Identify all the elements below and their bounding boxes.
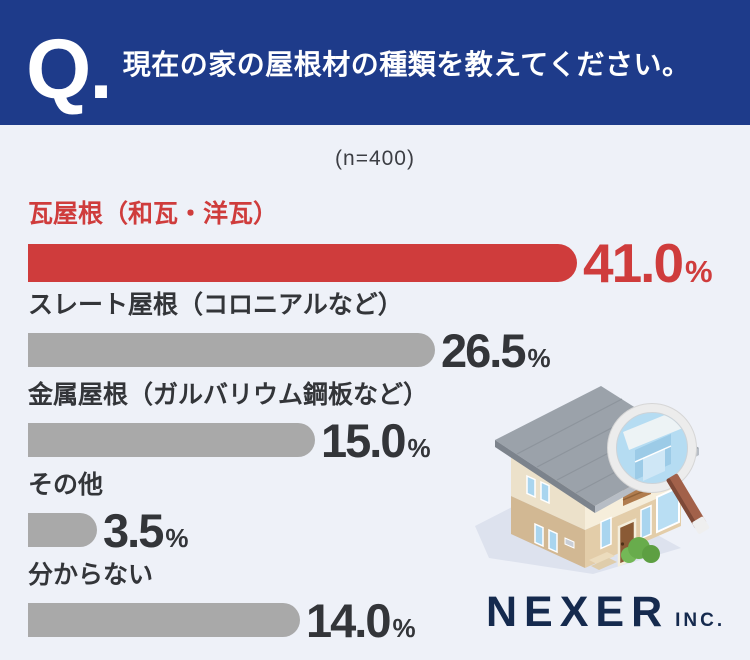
sample-size-label: (n=400): [335, 147, 415, 170]
bar-row-kawara: 瓦屋根（和瓦・洋瓦） 41.0 %: [28, 199, 728, 294]
question-header: Q. 現在の家の屋根材の種類を教えてください。: [0, 0, 750, 125]
question-title: 現在の家の屋根材の種類を教えてください。: [122, 48, 691, 80]
bar-row-metal: 金属屋根（ガルバリウム鋼板など） 15.0 %: [28, 380, 728, 467]
q-mark: Q.: [26, 21, 113, 116]
magnifying-glass: [607, 403, 710, 534]
bar-label: スレート屋根（コロニアルなど）: [28, 291, 403, 319]
bar-row-unknown: 分からない 14.0 %: [28, 560, 728, 647]
percent-sign: %: [685, 254, 713, 289]
bar-unknown: [28, 603, 300, 638]
bar-line: 3.5 %: [28, 504, 728, 557]
value-number: 15.0: [321, 414, 406, 467]
value-number: 3.5: [103, 504, 164, 557]
bar-value: 41.0 %: [583, 232, 713, 294]
bar-value: 3.5 %: [103, 504, 189, 557]
bar-line: 41.0 %: [28, 232, 728, 294]
bar-line: 26.5 %: [28, 324, 728, 377]
house-magnifier-illustration: [473, 376, 715, 574]
bar-line: 15.0 %: [28, 414, 728, 467]
percent-sign: %: [392, 613, 416, 643]
bar-value: 26.5 %: [441, 324, 551, 377]
bar-metal: [28, 423, 315, 458]
value-number: 26.5: [441, 324, 526, 377]
magnifier-handle: [666, 473, 710, 534]
bar-label: 瓦屋根（和瓦・洋瓦）: [28, 200, 279, 228]
bar-row-slate: スレート屋根（コロニアルなど） 26.5 %: [28, 290, 728, 377]
house-illustration-svg: [475, 386, 710, 574]
company-logo: NEXER INC.: [486, 588, 725, 637]
percent-sign: %: [165, 523, 189, 553]
bar-value: 15.0 %: [321, 414, 431, 467]
logo-company-name: NEXER: [486, 588, 670, 636]
bar-value: 14.0 %: [306, 594, 416, 647]
bar-slate: [28, 333, 435, 368]
bar-label: その他: [28, 471, 104, 499]
bar-label: 金属屋根（ガルバリウム鋼板など）: [28, 381, 429, 409]
percent-sign: %: [407, 433, 431, 463]
bar-other: [28, 513, 97, 548]
logo-suffix: INC.: [675, 610, 726, 631]
bar-kawara: [28, 243, 577, 282]
bush: [621, 537, 660, 563]
bar-row-other: その他 3.5 %: [28, 470, 728, 557]
bar-label: 分からない: [28, 561, 154, 589]
percent-sign: %: [527, 343, 551, 373]
value-number: 41.0: [583, 232, 684, 294]
bar-line: 14.0 %: [28, 594, 728, 647]
value-number: 14.0: [306, 594, 391, 647]
